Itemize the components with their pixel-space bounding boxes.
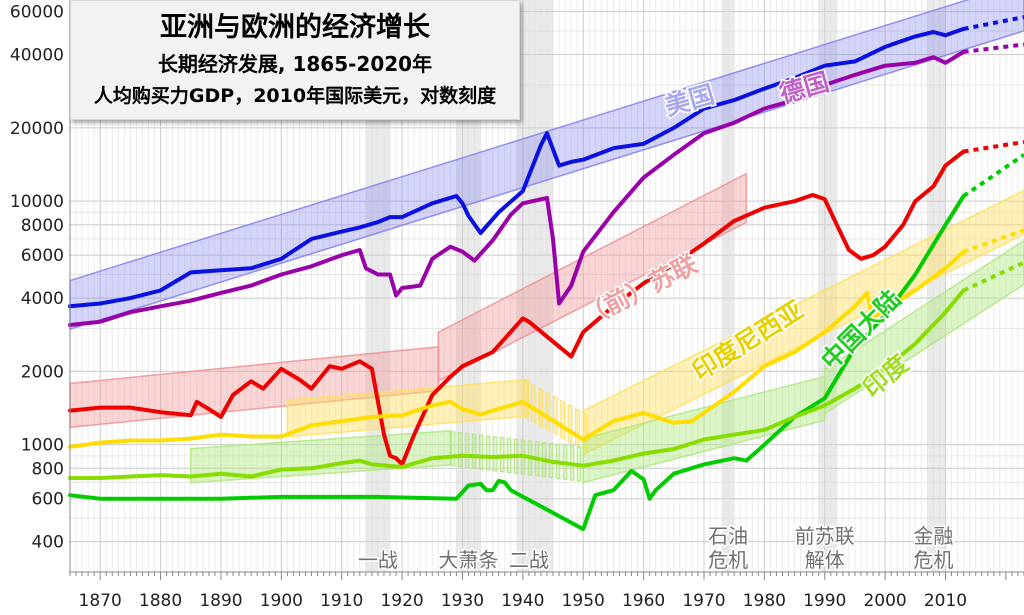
y-tick-label: 1000 bbox=[21, 436, 64, 456]
x-tick-label: 1880 bbox=[139, 591, 182, 611]
y-tick-label: 6000 bbox=[21, 246, 64, 266]
y-tick-label: 400 bbox=[32, 533, 64, 553]
series-projection-line bbox=[962, 260, 1024, 293]
y-tick-label: 800 bbox=[32, 459, 64, 479]
trend-band-segment bbox=[575, 407, 580, 449]
series-line bbox=[68, 26, 966, 309]
x-tick-label: 1870 bbox=[79, 591, 122, 611]
series-line bbox=[68, 149, 966, 467]
trend-band-segment bbox=[523, 378, 529, 420]
event-label: 一战 bbox=[358, 548, 398, 572]
trend-band-segment bbox=[457, 431, 463, 468]
x-tick-label: 1980 bbox=[743, 591, 786, 611]
y-tick-label: 60000 bbox=[10, 3, 64, 23]
event-label: 危机 bbox=[913, 548, 953, 572]
trend-band bbox=[582, 375, 826, 484]
trend-band-segment bbox=[530, 383, 536, 424]
y-tick-label: 20000 bbox=[10, 119, 64, 139]
trend-band-segment bbox=[567, 403, 573, 445]
x-tick-label: 2010 bbox=[924, 591, 967, 611]
y-tick-label: 40000 bbox=[10, 46, 64, 66]
x-tick-label: 1950 bbox=[562, 591, 605, 611]
trend-band bbox=[286, 378, 530, 438]
y-tick-label: 8000 bbox=[21, 216, 64, 236]
event-label: 危机 bbox=[708, 548, 748, 572]
trend-band-segment bbox=[450, 430, 456, 467]
trend-band-segment bbox=[464, 432, 470, 469]
event-label: 金融 bbox=[913, 524, 953, 548]
event-band bbox=[722, 0, 735, 572]
chart-subtitle-units: 人均购买力GDP，2010年国际美元，对数刻度 bbox=[93, 85, 497, 107]
y-tick-label: 10000 bbox=[10, 192, 64, 212]
series-line bbox=[68, 49, 966, 327]
event-label: 石油 bbox=[708, 524, 748, 548]
trend-band-segment bbox=[471, 433, 477, 470]
series-projection-line bbox=[963, 140, 1024, 154]
x-tick-label: 1910 bbox=[320, 591, 363, 611]
series-projection-line bbox=[962, 153, 1024, 198]
x-tick-label: 1970 bbox=[682, 591, 725, 611]
series-projection-line bbox=[963, 15, 1024, 31]
x-tick-label: 1960 bbox=[622, 591, 665, 611]
event-band bbox=[927, 0, 946, 572]
trend-band-segment bbox=[560, 399, 566, 441]
series-line bbox=[68, 249, 966, 449]
y-tick-label: 600 bbox=[32, 490, 64, 510]
series-projection-line bbox=[962, 228, 1024, 254]
x-tick-label: 1900 bbox=[260, 591, 303, 611]
event-label: 大萧条 bbox=[439, 548, 499, 572]
trend-band-segment bbox=[492, 435, 498, 472]
y-tick-label: 4000 bbox=[21, 289, 64, 309]
x-tick-label: 1930 bbox=[441, 591, 484, 611]
trend-band-segment bbox=[478, 434, 484, 471]
series-line bbox=[68, 288, 966, 480]
event-band bbox=[818, 0, 837, 572]
series-projection-line bbox=[963, 42, 1024, 54]
trend-band-segment bbox=[545, 391, 551, 432]
x-tick-label: 1990 bbox=[803, 591, 846, 611]
chart-title: 亚洲与欧洲的经济增长 bbox=[160, 12, 430, 43]
x-tick-label: 1920 bbox=[380, 591, 423, 611]
x-tick-label: 2000 bbox=[863, 591, 906, 611]
trend-band-segment bbox=[552, 395, 558, 437]
event-label: 前苏联 bbox=[795, 524, 855, 548]
x-tick-label: 1940 bbox=[501, 591, 544, 611]
trend-band-segment bbox=[538, 387, 544, 428]
series-line bbox=[68, 194, 966, 532]
trend-band-segment bbox=[485, 435, 491, 471]
y-tick-label: 2000 bbox=[21, 362, 64, 382]
event-label: 解体 bbox=[805, 548, 845, 572]
x-tick-label: 1890 bbox=[199, 591, 242, 611]
title-box: 亚洲与欧洲的经济增长 长期经济发展, 1865-2020年 人均购买力GDP，2… bbox=[70, 0, 520, 120]
chart-subtitle: 长期经济发展, 1865-2020年 bbox=[157, 52, 433, 76]
event-label: 二战 bbox=[509, 548, 549, 572]
